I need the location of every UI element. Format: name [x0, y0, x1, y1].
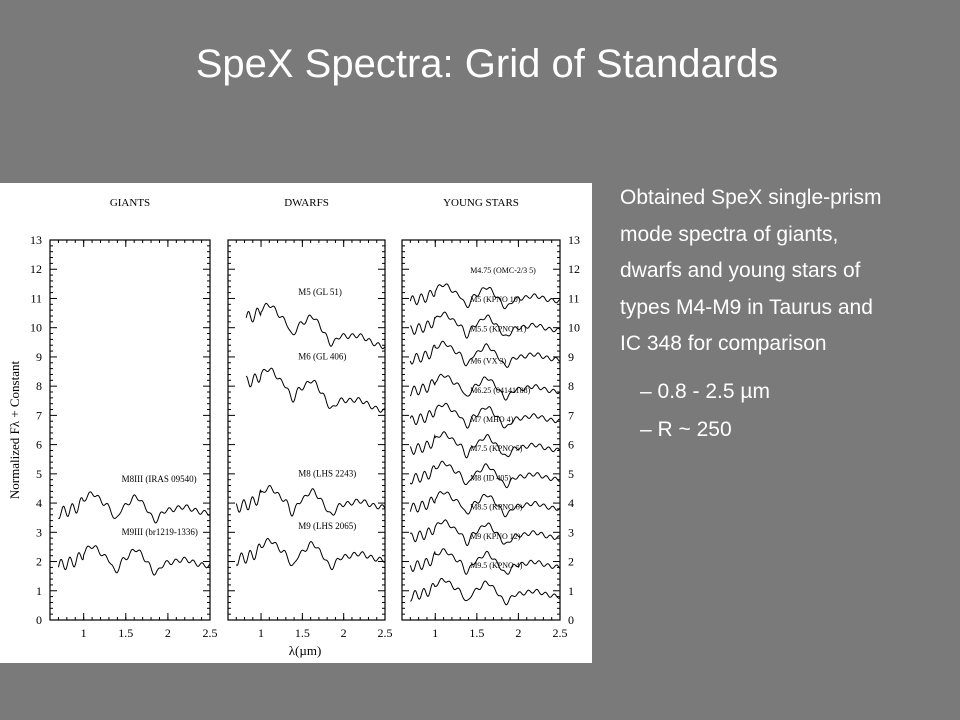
- y-tick-label: 9: [36, 350, 42, 364]
- y-tick-label: 7: [36, 408, 42, 422]
- sub-bullet-wavelength: – 0.8 - 2.5 µm: [640, 379, 770, 403]
- y-tick-label: 5: [568, 467, 574, 481]
- spectrum-line: [57, 545, 211, 576]
- x-tick-label: 2.5: [378, 626, 393, 640]
- series-label: M5.5 (KPNO 11): [470, 324, 526, 333]
- x-axis-label: λ(µm): [289, 643, 322, 658]
- series-label: M8.5 (KPNO 6): [470, 503, 523, 512]
- panel-frame: [401, 239, 561, 621]
- y-tick-label: 6: [568, 438, 574, 452]
- spectrum-line: [235, 484, 386, 517]
- panel-frame: [49, 239, 211, 621]
- series-label: M5 (GL 51): [298, 287, 342, 297]
- spectrum-line: [409, 431, 561, 459]
- y-tick-label: 3: [568, 525, 574, 539]
- spectra-figure: GIANTS 0 1 2 3 4 5 6 7 8 9 10 11 12 13 1 1.5 2 2.5 M8III (I…: [0, 183, 592, 663]
- series-label: M6 (VX 3): [470, 357, 506, 366]
- x-tick-label: 2: [341, 626, 347, 640]
- y-tick-label: 6: [36, 438, 42, 452]
- spectrum-line: [409, 460, 561, 489]
- y-tick-label: 11: [30, 291, 42, 305]
- series-label: M4.75 (OMC-2/3 5): [470, 266, 536, 275]
- spectrum-line: [409, 283, 561, 310]
- y-axis-label: Normalized Fλ + Constant: [7, 361, 22, 500]
- series-label: M9III (br1219-1336): [122, 527, 198, 537]
- y-tick-label: 2: [36, 555, 42, 569]
- x-tick-label: 2.5: [553, 626, 568, 640]
- y-tick-label: 11: [568, 291, 580, 305]
- y-tick-label: 9: [568, 350, 574, 364]
- spectrum-line: [409, 373, 561, 401]
- bullet-line: mode spectra of giants,: [620, 222, 839, 246]
- x-tick-label: 2.5: [203, 626, 218, 640]
- y-tick-label: 4: [36, 496, 42, 510]
- x-tick-label: 2: [515, 626, 521, 640]
- x-tick-label: 1.5: [295, 626, 310, 640]
- panel-title: DWARFS: [284, 197, 329, 209]
- panel-frame: [227, 239, 386, 621]
- panel-title: YOUNG STARS: [443, 197, 519, 209]
- y-tick-label: 5: [36, 467, 42, 481]
- x-tick-label: 1: [258, 626, 264, 640]
- series-label: M6.25 (04141188): [470, 386, 530, 395]
- y-tick-label: 13: [568, 233, 580, 247]
- main-bullet: Obtained SpeX single-prism mode spectra …: [620, 180, 955, 363]
- x-tick-label: 1.5: [118, 626, 133, 640]
- bullet-line: Obtained SpeX single-prism: [620, 186, 882, 209]
- y-tick-label: 4: [568, 496, 574, 510]
- y-tick-label: 2: [568, 555, 574, 569]
- series-label: M6 (GL 406): [298, 351, 346, 361]
- series-label: M8 (LHS 2243): [298, 468, 356, 478]
- series-label: M7 (MHO 4): [470, 415, 513, 424]
- x-tick-label: 1: [81, 626, 87, 640]
- x-tick-label: 1.5: [469, 626, 484, 640]
- spectrum-line: [245, 302, 386, 350]
- y-tick-label: 10: [30, 321, 42, 335]
- spectrum-line: [410, 577, 561, 606]
- spectrum-line: [235, 538, 386, 571]
- y-tick-label: 1: [568, 584, 574, 598]
- slide-title: SpeX Spectra: Grid of Standards: [195, 42, 779, 86]
- spectrum-line: [409, 519, 561, 547]
- y-tick-label: 7: [568, 408, 574, 422]
- y-tick-label: 12: [30, 262, 42, 276]
- sub-bullets: – 0.8 - 2.5 µm – R ~ 250: [620, 373, 955, 449]
- series-label: M5 (KPNO 10): [470, 295, 521, 304]
- spectrum-line: [409, 548, 561, 575]
- bullet-line: dwarfs and young stars of: [620, 259, 861, 282]
- spectrum-line: [409, 402, 560, 429]
- series-label: M7.5 (KPNO 5): [470, 444, 523, 453]
- y-tick-label: 1: [36, 584, 42, 598]
- spectrum-line: [58, 491, 211, 524]
- y-tick-label: 10: [568, 321, 580, 335]
- y-tick-label: 12: [568, 262, 580, 276]
- bullet-line: types M4-M9 in Taurus and: [620, 295, 873, 319]
- series-label: M9 (KPNO 12): [470, 532, 521, 541]
- y-tick-label: 13: [30, 233, 42, 247]
- series-label: M8III (IRAS 09540): [122, 474, 197, 484]
- series-label: M8 (ID 405): [470, 473, 511, 482]
- bullet-list: Obtained SpeX single-prism mode spectra …: [620, 180, 955, 449]
- spectrum-line: [245, 367, 386, 413]
- panel-title: GIANTS: [110, 197, 150, 209]
- y-tick-label: 0: [36, 613, 42, 627]
- y-tick-label: 8: [568, 379, 574, 393]
- panel-dwarfs: DWARFS 1 1.5 2 2.5 M5 (GL 51) M6 (GL 406) M8 (L…: [227, 197, 393, 640]
- x-tick-label: 2: [165, 626, 171, 640]
- y-tick-label: 3: [36, 525, 42, 539]
- series-label: M9 (LHS 2065): [298, 521, 356, 531]
- y-tick-label: 8: [36, 379, 42, 393]
- y-tick-label: 0: [568, 613, 574, 627]
- sub-bullet-resolution: – R ~ 250: [640, 417, 732, 441]
- spectrum-line: [409, 340, 561, 368]
- x-tick-label: 1: [432, 626, 438, 640]
- spectrum-line: [409, 491, 561, 518]
- bullet-line: IC 348 for comparison: [620, 332, 827, 355]
- spectrum-line: [409, 311, 561, 339]
- series-label: M9.5 (KPNO 4): [470, 561, 523, 570]
